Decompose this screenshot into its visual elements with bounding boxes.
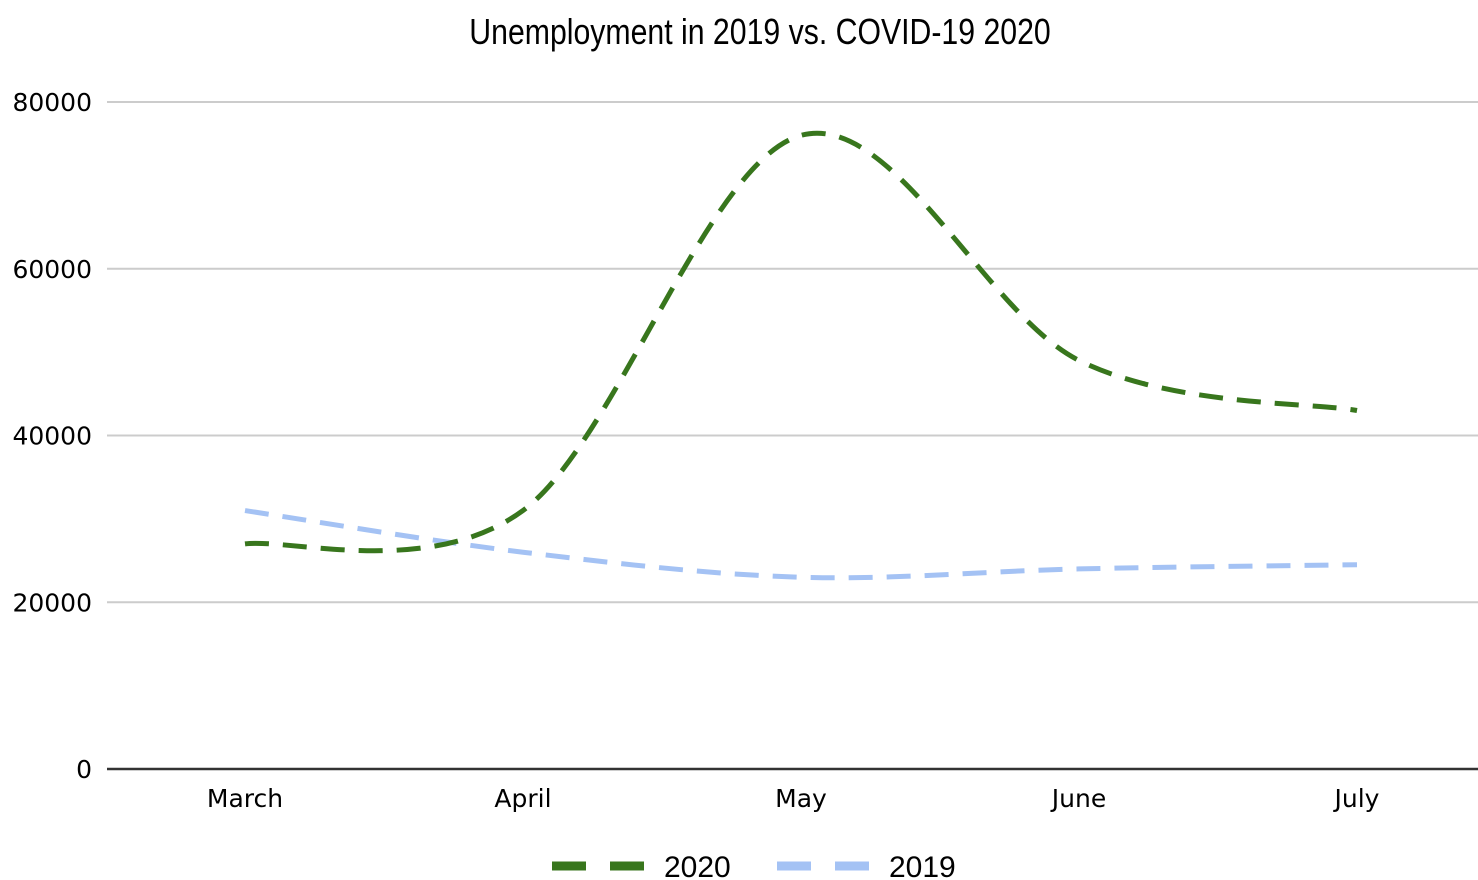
data-point-2019-March — [242, 508, 248, 514]
legend: 2020 2019 — [552, 851, 956, 880]
data-point-2020-June — [1076, 357, 1082, 363]
y-tick-label: 60000 — [12, 255, 92, 284]
data-point-2020-March — [242, 541, 248, 547]
axes: 0 20000 40000 60000 80000 March April May June Ju… — [12, 88, 1478, 813]
y-tick-label: 40000 — [12, 422, 92, 451]
x-tick-label: June — [1050, 784, 1106, 813]
data-point-2020-May — [798, 132, 804, 138]
data-point-2020-July — [1354, 407, 1360, 413]
data-point-2019-May — [798, 574, 804, 580]
gridlines — [107, 101, 1478, 604]
x-tick-label: April — [494, 784, 551, 813]
data-point-2020-April — [520, 508, 526, 514]
x-tick-label: March — [207, 784, 283, 813]
data-point-2019-June — [1076, 566, 1082, 572]
x-tick-label: July — [1333, 784, 1380, 813]
y-tick-label: 0 — [76, 755, 92, 784]
y-tick-label: 20000 — [12, 588, 92, 617]
y-tick-label: 80000 — [12, 88, 92, 117]
series-lines — [242, 130, 1360, 581]
chart-title: Unemployment in 2019 vs. COVID-19 2020 — [469, 13, 1050, 53]
data-point-2019-April — [520, 549, 526, 555]
data-point-2019-July — [1354, 562, 1360, 568]
x-tick-label: May — [775, 784, 827, 813]
legend-label: 2019 — [889, 851, 956, 880]
legend-label: 2020 — [664, 851, 731, 880]
series-line-2019 — [244, 508, 1358, 581]
legend-item-2019: 2019 — [777, 851, 956, 880]
legend-item-2020: 2020 — [552, 851, 731, 880]
series-line-2020 — [244, 130, 1358, 554]
